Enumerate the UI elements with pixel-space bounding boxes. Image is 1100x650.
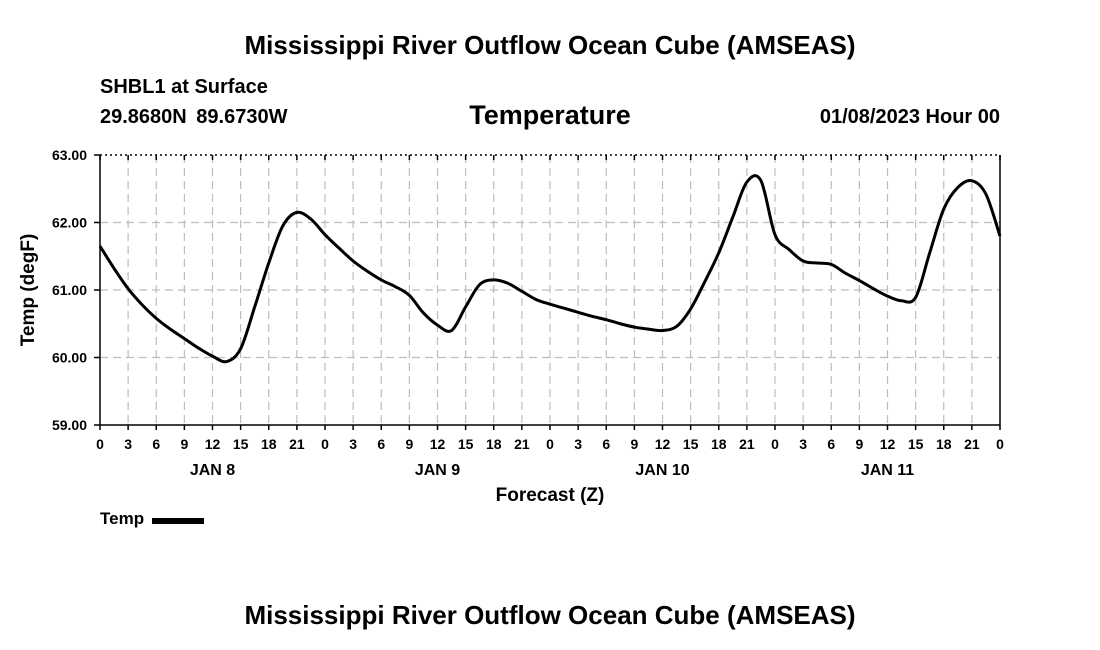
y-tick-label: 62.00: [52, 215, 87, 231]
x-tick-label: 15: [458, 436, 474, 452]
x-tick-label: 9: [855, 436, 863, 452]
series-layer: [98, 174, 1002, 364]
x-tick-label: 3: [799, 436, 807, 452]
axis-labels: 59.00 60.00 61.00 62.00 63.00 0 3 6 9 12 15 18 21 0 3 6…: [18, 147, 1004, 506]
station-coordinates: 29.8680N 89.6730W: [100, 106, 288, 128]
x-tick-label: 21: [514, 436, 530, 452]
x-tick-label: 12: [205, 436, 221, 452]
x-tick-label: 0: [996, 436, 1004, 452]
grid-lines: [100, 154, 1000, 425]
x-tick-label: 6: [602, 436, 610, 452]
x-tick-label: 12: [655, 436, 671, 452]
x-tick-label: 9: [180, 436, 188, 452]
x-tick-label: 21: [739, 436, 755, 452]
day-label: JAN 9: [415, 462, 460, 479]
y-tick-label: 60.00: [52, 350, 87, 366]
x-tick-label: 9: [405, 436, 413, 452]
x-tick-label: 18: [486, 436, 502, 452]
x-tick-label: 9: [630, 436, 638, 452]
main-title: Mississippi River Outflow Ocean Cube (AM…: [244, 30, 856, 60]
day-label: JAN 8: [190, 462, 235, 479]
legend-label: Temp: [100, 509, 145, 528]
x-tick-label: 6: [152, 436, 160, 452]
y-tick-label: 63.00: [52, 147, 87, 163]
x-tick-label: 6: [377, 436, 385, 452]
x-tick-label: 21: [964, 436, 980, 452]
x-tick-label: 3: [349, 436, 357, 452]
x-tick-label: 0: [771, 436, 779, 452]
chart-title: Temperature: [469, 100, 631, 130]
legend: Temp: [100, 509, 205, 529]
x-tick-label: 18: [261, 436, 277, 452]
day-label: JAN 10: [635, 462, 689, 479]
x-tick-label: 0: [546, 436, 554, 452]
x-tick-label: 18: [711, 436, 727, 452]
y-tick-label: 61.00: [52, 282, 87, 298]
x-tick-label: 18: [936, 436, 952, 452]
x-tick-label: 12: [880, 436, 896, 452]
x-tick-label: 15: [233, 436, 249, 452]
x-tick-label: 0: [321, 436, 329, 452]
y-tick-label: 59.00: [52, 417, 87, 433]
x-tick-label: 6: [827, 436, 835, 452]
x-axis-title: Forecast (Z): [496, 485, 605, 506]
legend-swatch: [152, 517, 205, 524]
footer-title: Mississippi River Outflow Ocean Cube (AM…: [244, 600, 856, 630]
station-label: SHBL1 at Surface: [100, 76, 268, 98]
day-label: JAN 11: [861, 462, 914, 479]
x-tick-label: 15: [908, 436, 924, 452]
x-tick-label: 0: [96, 436, 104, 452]
x-tick-label: 21: [289, 436, 305, 452]
plot-frame: [94, 154, 1001, 430]
x-tick-label: 3: [574, 436, 582, 452]
y-axis-title: Temp (degF): [18, 234, 39, 347]
x-tick-label: 12: [430, 436, 446, 452]
x-tick-label: 15: [683, 436, 699, 452]
x-tick-label: 3: [124, 436, 132, 452]
temp-series-line: [98, 174, 1002, 364]
forecast-datetime: 01/08/2023 Hour 00: [819, 106, 1000, 128]
